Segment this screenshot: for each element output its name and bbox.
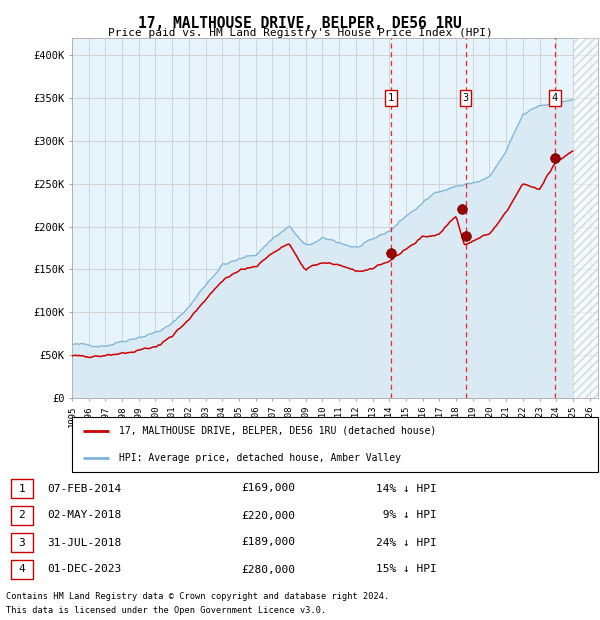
- Text: £189,000: £189,000: [241, 538, 295, 547]
- Text: 31-JUL-2018: 31-JUL-2018: [47, 538, 121, 547]
- Text: 14% ↓ HPI: 14% ↓ HPI: [376, 484, 437, 494]
- Text: 1: 1: [19, 484, 25, 494]
- Text: 4: 4: [19, 564, 25, 575]
- Text: 9% ↓ HPI: 9% ↓ HPI: [376, 510, 437, 521]
- Text: 07-FEB-2014: 07-FEB-2014: [47, 484, 121, 494]
- Text: £280,000: £280,000: [241, 564, 295, 575]
- Text: This data is licensed under the Open Government Licence v3.0.: This data is licensed under the Open Gov…: [6, 606, 326, 615]
- Text: HPI: Average price, detached house, Amber Valley: HPI: Average price, detached house, Ambe…: [119, 453, 401, 463]
- Bar: [11, 479, 33, 498]
- Text: 15% ↓ HPI: 15% ↓ HPI: [376, 564, 437, 575]
- Text: 02-MAY-2018: 02-MAY-2018: [47, 510, 121, 521]
- Bar: [11, 560, 33, 579]
- Text: 4: 4: [552, 93, 558, 103]
- Bar: [11, 533, 33, 552]
- Text: Contains HM Land Registry data © Crown copyright and database right 2024.: Contains HM Land Registry data © Crown c…: [6, 592, 389, 601]
- Text: 3: 3: [19, 538, 25, 547]
- Bar: [11, 506, 33, 525]
- Text: 01-DEC-2023: 01-DEC-2023: [47, 564, 121, 575]
- Text: 2: 2: [19, 510, 25, 521]
- Text: Price paid vs. HM Land Registry's House Price Index (HPI): Price paid vs. HM Land Registry's House …: [107, 28, 493, 38]
- Text: 17, MALTHOUSE DRIVE, BELPER, DE56 1RU: 17, MALTHOUSE DRIVE, BELPER, DE56 1RU: [138, 16, 462, 30]
- Text: £169,000: £169,000: [241, 484, 295, 494]
- Text: £220,000: £220,000: [241, 510, 295, 521]
- Text: 1: 1: [388, 93, 394, 103]
- Text: 3: 3: [463, 93, 469, 103]
- Text: 17, MALTHOUSE DRIVE, BELPER, DE56 1RU (detached house): 17, MALTHOUSE DRIVE, BELPER, DE56 1RU (d…: [119, 426, 437, 436]
- Text: 24% ↓ HPI: 24% ↓ HPI: [376, 538, 437, 547]
